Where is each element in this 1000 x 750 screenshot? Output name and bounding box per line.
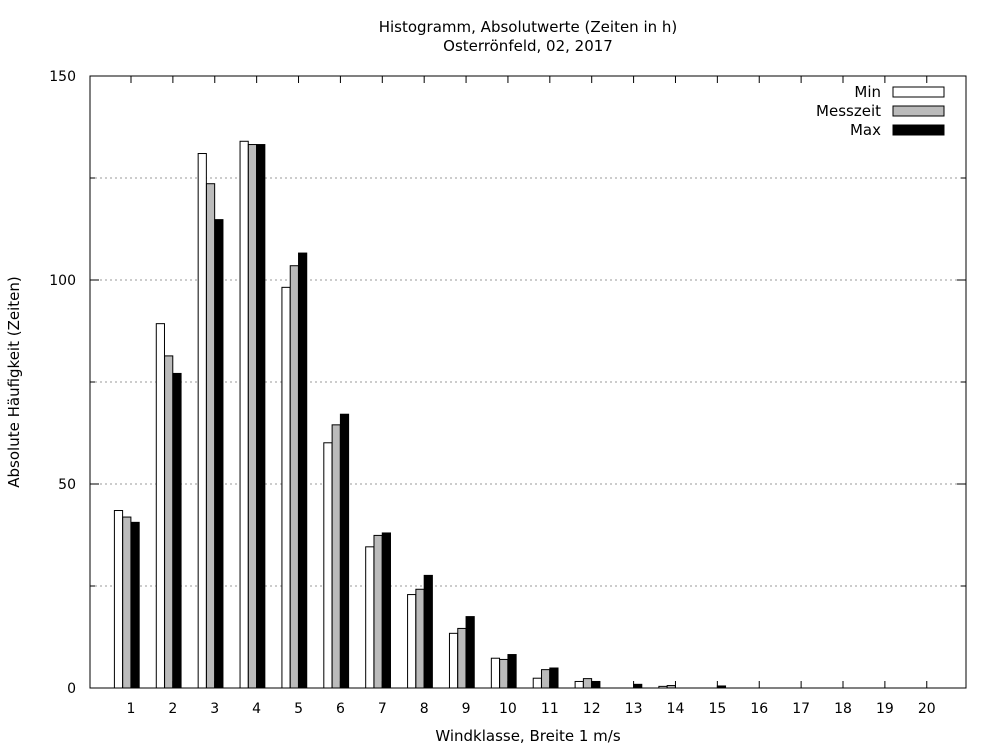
bar-max-3: [214, 219, 224, 689]
bar-min-7: [365, 546, 375, 689]
axis-ticks: [90, 75, 966, 689]
x-tick-label: 11: [541, 701, 559, 717]
bar-max-10: [507, 654, 517, 689]
bar-min-12: [574, 680, 584, 689]
x-tick-label: 19: [876, 701, 894, 717]
x-tick-label: 1: [127, 701, 136, 717]
x-tick-label: 10: [499, 701, 517, 717]
bar-min-1: [113, 510, 124, 689]
bar-max-11: [549, 667, 559, 689]
bar-min-3: [197, 153, 207, 689]
x-tick-label: 18: [834, 701, 852, 717]
legend-label-max: Max: [850, 121, 881, 139]
bar-messzeit-6: [331, 424, 341, 689]
y-tick-label: 100: [49, 273, 76, 289]
legend-swatch-min: [892, 86, 945, 98]
bar-messzeit-5: [289, 265, 299, 689]
bar-min-9: [448, 632, 459, 689]
bars: [113, 140, 727, 689]
y-axis-label: Absolute Häufigkeit (Zeiten): [5, 276, 23, 487]
x-tick-label: 3: [210, 701, 219, 717]
bar-max-1: [130, 521, 140, 689]
y-tick-label: 50: [58, 477, 76, 493]
x-axis-label: Windklasse, Breite 1 m/s: [435, 727, 621, 745]
x-tick-label: 2: [168, 701, 177, 717]
x-tick-label: 12: [583, 701, 601, 717]
bar-messzeit-1: [122, 516, 132, 689]
x-tick-label: 4: [252, 701, 261, 717]
bar-max-13: [633, 683, 643, 689]
y-tick-labels: 0 50 100 150: [49, 69, 76, 697]
bar-messzeit-11: [541, 669, 551, 689]
x-tick-label: 14: [667, 701, 685, 717]
bar-max-12: [591, 680, 601, 689]
bar-min-2: [155, 323, 165, 689]
x-tick-label: 15: [708, 701, 726, 717]
x-tick-label: 16: [750, 701, 768, 717]
x-tick-label: 13: [625, 701, 643, 717]
bar-min-5: [281, 286, 291, 689]
bar-min-8: [407, 594, 417, 689]
x-tick-label: 7: [378, 701, 387, 717]
x-tick-label: 20: [918, 701, 936, 717]
x-tick-label: 8: [420, 701, 429, 717]
x-tick-labels: 1 2 3 4 5 6 7 8 9 10 11 12 13 14 15 16 17 18 19 20: [127, 701, 936, 717]
bar-max-5: [298, 252, 308, 689]
x-tick-label: 17: [792, 701, 810, 717]
bar-min-10: [490, 657, 501, 689]
bar-max-2: [172, 372, 182, 689]
bar-messzeit-2: [164, 355, 174, 689]
x-tick-label: 6: [336, 701, 345, 717]
bar-min-11: [532, 677, 542, 689]
bar-max-7: [381, 532, 391, 689]
bar-min-6: [323, 442, 333, 689]
bar-messzeit-7: [373, 534, 383, 689]
x-tick-label: 9: [462, 701, 471, 717]
bar-max-4: [256, 144, 266, 689]
legend-swatch-max: [892, 124, 945, 136]
bar-messzeit-9: [457, 627, 467, 689]
legend-swatch-messzeit: [892, 105, 945, 117]
bar-messzeit-12: [582, 678, 593, 689]
bar-messzeit-4: [247, 144, 258, 689]
bar-max-9: [465, 616, 475, 689]
bar-max-6: [339, 413, 350, 689]
bar-min-4: [239, 140, 249, 689]
bar-messzeit-8: [415, 588, 425, 689]
y-tick-label: 150: [49, 69, 76, 85]
legend-label-messzeit: Messzeit: [816, 102, 881, 120]
bar-max-8: [423, 574, 433, 689]
chart-subtitle: Osterrönfeld, 02, 2017: [443, 37, 613, 55]
legend-label-min: Min: [854, 83, 881, 101]
bar-messzeit-10: [499, 658, 509, 689]
grid-lines: [90, 177, 966, 587]
chart-title: Histogramm, Absolutwerte (Zeiten in h): [379, 18, 678, 36]
bar-messzeit-3: [205, 183, 216, 689]
x-tick-label: 5: [294, 701, 303, 717]
y-tick-label: 0: [67, 681, 76, 697]
